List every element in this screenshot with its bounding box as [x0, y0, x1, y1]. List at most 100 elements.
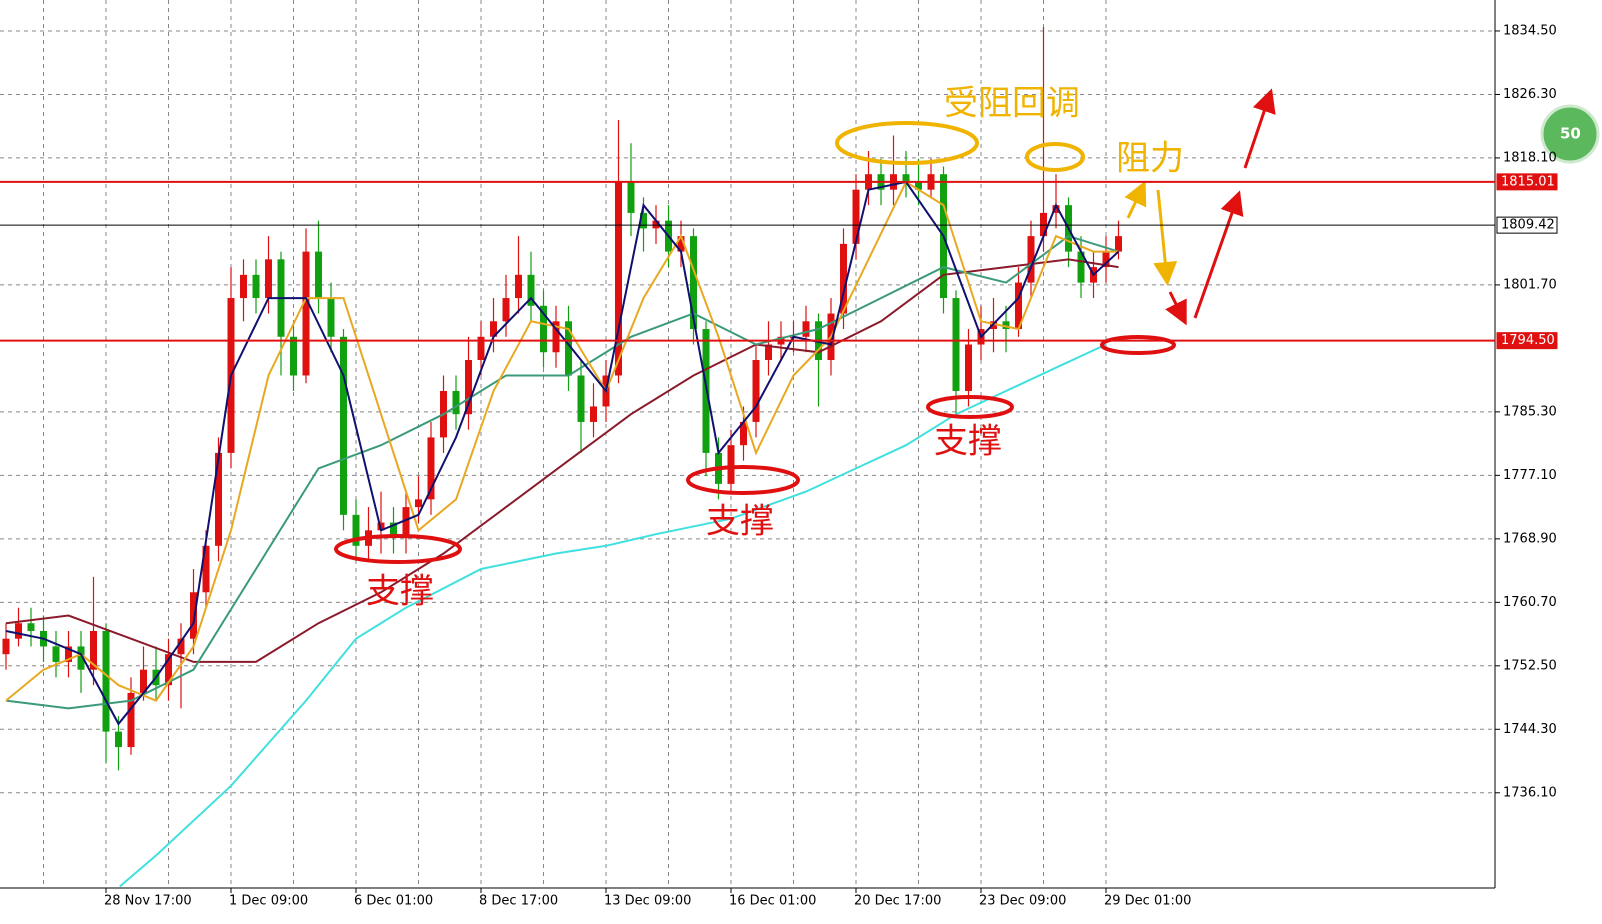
support-ellipse	[686, 465, 800, 495]
resistance-ellipse	[1025, 142, 1085, 172]
support-ellipse	[334, 534, 462, 564]
price-tag	[1496, 332, 1558, 350]
candle-body	[852, 189, 860, 244]
candle-body	[590, 406, 597, 422]
x-tick-label: 1 Dec 09:00	[229, 894, 308, 909]
price-tag-label: 1809.42	[1501, 218, 1555, 233]
candle-body	[1102, 251, 1110, 268]
ma-line	[5, 258, 1119, 663]
target-ellipse	[1100, 335, 1176, 355]
price-tag	[1496, 173, 1558, 191]
annotation: 支撑	[706, 502, 774, 542]
x-tick-label: 8 Dec 17:00	[479, 894, 558, 909]
x-tick-label: 16 Dec 01:00	[729, 894, 816, 909]
candle-body	[77, 646, 85, 670]
y-tick-label: 1777.10	[1503, 468, 1557, 483]
candle-body	[15, 623, 22, 639]
y-tick-label: 1818.10	[1503, 150, 1557, 165]
y-tick-label: 1736.10	[1503, 785, 1557, 800]
candle-body	[902, 174, 910, 182]
candle-body	[390, 522, 397, 539]
candle-body	[727, 445, 735, 484]
candle-body	[65, 646, 72, 662]
candle-body	[340, 336, 347, 515]
candle-body	[127, 692, 135, 748]
candle-body	[615, 181, 622, 376]
candle-body	[915, 181, 922, 190]
price-tag-label: 1794.50	[1501, 333, 1555, 348]
candle-body	[177, 638, 185, 655]
candle-body	[552, 321, 560, 353]
candle-body	[327, 298, 335, 337]
candle-body	[102, 630, 110, 732]
candle-body	[1115, 236, 1122, 252]
candle-body	[2, 638, 10, 655]
candle-body	[427, 437, 435, 500]
candle-body	[202, 545, 210, 593]
candle-body	[90, 630, 97, 670]
candle-body	[1052, 205, 1060, 213]
candle-body	[577, 375, 585, 422]
candle-body	[627, 181, 635, 213]
annotation: 支撑	[366, 572, 434, 612]
price-tag-label: 1815.01	[1501, 174, 1555, 189]
candle-body	[115, 731, 122, 748]
candle-body	[740, 421, 747, 446]
candle-body	[140, 669, 147, 693]
badge[interactable]	[1540, 104, 1600, 164]
x-tick-label: 6 Dec 01:00	[354, 894, 433, 909]
candle-body	[190, 592, 197, 639]
y-tick-label: 1801.70	[1503, 277, 1557, 292]
candle-body	[652, 220, 660, 229]
ma-line	[5, 180, 1119, 702]
candle-body	[765, 344, 772, 360]
candle-body	[952, 298, 960, 391]
candle-body	[1002, 321, 1010, 330]
y-tick-label: 1826.30	[1503, 87, 1557, 102]
y-tick-label: 1760.70	[1503, 595, 1557, 610]
candle-body	[490, 321, 497, 337]
candle-body	[352, 514, 360, 546]
annotation: 阻力	[1116, 139, 1184, 179]
x-tick-label: 28 Nov 17:00	[104, 894, 192, 909]
arrow	[1165, 291, 1187, 326]
candle-body	[1077, 251, 1085, 283]
candle-body	[565, 321, 572, 376]
candle-body	[540, 305, 547, 353]
candle-body	[290, 336, 297, 376]
candle-body	[465, 360, 472, 415]
candle-body	[415, 499, 422, 508]
candle-body	[302, 251, 310, 376]
candle-body	[27, 623, 35, 631]
candle-body	[402, 507, 410, 539]
candle-body	[677, 236, 685, 252]
ma-line	[119, 343, 1107, 888]
candle-body	[1027, 236, 1035, 283]
grid	[0, 0, 1495, 888]
candle-body	[840, 243, 847, 314]
ma-line	[5, 234, 1119, 710]
y-tick-label: 1834.50	[1503, 23, 1557, 38]
price-tag	[1496, 216, 1558, 234]
badge-label[interactable]: 50	[1560, 125, 1581, 143]
x-tick-label: 23 Dec 09:00	[979, 894, 1066, 909]
y-tick-label: 1768.90	[1503, 531, 1557, 546]
y-tick-label: 1785.30	[1503, 404, 1557, 419]
arrow	[1124, 180, 1147, 219]
candle-body	[752, 360, 760, 422]
annotation: 受阻回调	[944, 84, 1080, 124]
candle-body	[690, 236, 697, 330]
candle-body	[165, 654, 172, 686]
ma-line	[5, 180, 1120, 726]
arrow	[1193, 190, 1244, 319]
candle-body	[477, 336, 485, 360]
annotation: 支撑	[934, 422, 1002, 462]
candle-body	[252, 274, 260, 299]
arrow	[1243, 88, 1276, 169]
annotations	[334, 88, 1276, 564]
x-tick-label: 20 Dec 17:00	[854, 894, 941, 909]
arrow	[1153, 189, 1178, 286]
candle-body	[215, 452, 222, 546]
candle-body	[502, 298, 510, 322]
candle-body	[1040, 212, 1047, 237]
